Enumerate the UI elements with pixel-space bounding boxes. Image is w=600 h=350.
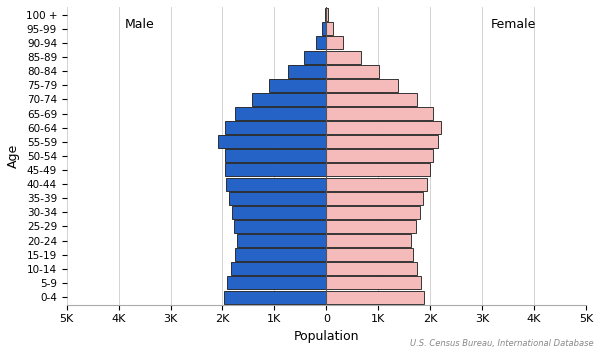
Bar bbox=[326, 22, 333, 35]
Bar bbox=[235, 107, 326, 120]
Bar bbox=[326, 290, 424, 303]
Text: Female: Female bbox=[491, 18, 536, 31]
Bar bbox=[218, 135, 326, 148]
Bar bbox=[237, 234, 326, 247]
Bar bbox=[326, 8, 328, 21]
Bar bbox=[326, 220, 416, 233]
Bar bbox=[304, 50, 326, 64]
Bar bbox=[322, 22, 326, 35]
Bar bbox=[269, 79, 326, 92]
Bar bbox=[326, 50, 361, 64]
Bar bbox=[235, 248, 326, 261]
Bar bbox=[224, 121, 326, 134]
Bar bbox=[326, 149, 433, 162]
Text: U.S. Census Bureau, International Database: U.S. Census Bureau, International Databa… bbox=[410, 339, 594, 348]
Bar bbox=[326, 163, 430, 176]
Bar bbox=[326, 206, 420, 219]
Bar bbox=[326, 135, 438, 148]
Bar bbox=[224, 290, 326, 303]
Bar bbox=[231, 262, 326, 275]
Bar bbox=[326, 192, 424, 205]
Bar bbox=[326, 248, 413, 261]
Bar bbox=[234, 220, 326, 233]
X-axis label: Population: Population bbox=[293, 330, 359, 343]
Bar bbox=[252, 93, 326, 106]
Bar bbox=[326, 276, 421, 289]
Bar bbox=[326, 107, 433, 120]
Bar bbox=[224, 163, 326, 176]
Bar bbox=[326, 234, 412, 247]
Bar bbox=[325, 8, 326, 21]
Bar bbox=[227, 276, 326, 289]
Bar bbox=[316, 36, 326, 49]
Bar bbox=[326, 93, 417, 106]
Bar bbox=[229, 192, 326, 205]
Bar bbox=[326, 121, 440, 134]
Bar bbox=[326, 262, 416, 275]
Y-axis label: Age: Age bbox=[7, 144, 20, 168]
Text: Male: Male bbox=[125, 18, 154, 31]
Bar bbox=[326, 65, 379, 78]
Bar bbox=[326, 177, 427, 191]
Bar bbox=[232, 206, 326, 219]
Bar bbox=[289, 65, 326, 78]
Bar bbox=[326, 79, 398, 92]
Bar bbox=[224, 149, 326, 162]
Bar bbox=[226, 177, 326, 191]
Bar bbox=[326, 36, 343, 49]
